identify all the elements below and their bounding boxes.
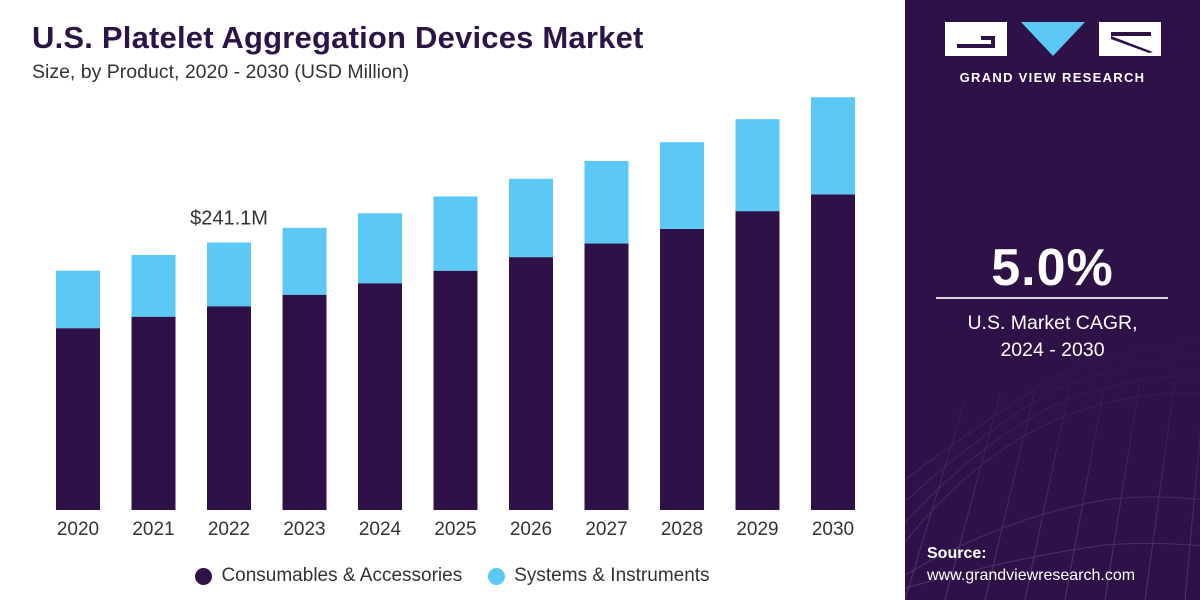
x-tick-label-2028: 2028	[661, 519, 703, 540]
legend-swatch-systems	[488, 567, 506, 585]
bar-2028-consumables	[660, 228, 704, 510]
bar-2025-systems	[433, 196, 478, 271]
x-tick-label-2030: 2030	[812, 519, 854, 540]
cagr-label: U.S. Market CAGR, 2024 - 2030	[905, 310, 1200, 364]
bar-2020-systems	[56, 270, 100, 329]
chart-panel: U.S. Platelet Aggregation Devices Market…	[0, 20, 905, 591]
source-block: Source: www.grandviewresearch.com	[927, 543, 1135, 587]
bar-2027-consumables	[584, 243, 629, 510]
bar-2026-consumables	[509, 257, 553, 510]
info-sidebar: GRAND VIEW RESEARCH 5.0% U.S. Market CAG…	[905, 0, 1200, 600]
brand-name: GRAND VIEW RESEARCH	[959, 70, 1146, 85]
x-tick-label-2023: 2023	[283, 519, 325, 540]
legend-item-consumables: Consumables & Accessories	[195, 565, 462, 587]
chart-legend: Consumables & Accessories Systems & Inst…	[0, 561, 905, 591]
legend-item-systems: Systems & Instruments	[488, 565, 710, 587]
bar-2025-consumables	[433, 270, 478, 510]
legend-label-systems: Systems & Instruments	[514, 565, 710, 586]
bar-2024-consumables	[358, 283, 402, 510]
source-link[interactable]: www.grandviewresearch.com	[927, 567, 1136, 584]
bar-2030-systems	[811, 97, 855, 195]
x-tick-label-2022: 2022	[208, 519, 250, 540]
cagr-value: 5.0%	[991, 239, 1114, 297]
source-label: Source:	[927, 545, 987, 562]
legend-label-consumables: Consumables & Accessories	[221, 565, 463, 586]
bar-2029-systems	[735, 119, 780, 212]
x-tick-label-2026: 2026	[510, 519, 552, 540]
bar-2023-consumables	[282, 294, 327, 510]
legend-swatch-consumables	[195, 567, 213, 585]
cagr-label-line2: 2024 - 2030	[1000, 339, 1105, 361]
bar-2027-systems	[584, 160, 629, 244]
grand-view-research-logo	[945, 22, 1161, 56]
bar-2028-systems	[660, 142, 704, 229]
grid-background	[905, 0, 1200, 600]
bar-2029-consumables	[735, 211, 780, 510]
x-tick-label-2024: 2024	[359, 519, 402, 540]
bar-chart: 2020 2021 $241.1M 2022 2023 2024 2025 2026 2027 2…	[56, 97, 855, 540]
bar-2022-systems	[207, 242, 251, 307]
cagr-label-line1: U.S. Market CAGR,	[967, 312, 1138, 334]
data-label-2022: $241.1M	[190, 207, 268, 229]
bar-2026-systems	[509, 178, 553, 258]
chart-title: U.S. Platelet Aggregation Devices Market	[32, 20, 644, 55]
x-tick-label-2027: 2027	[585, 519, 627, 540]
chart-subtitle: Size, by Product, 2020 - 2030 (USD Milli…	[32, 61, 410, 83]
x-tick-label-2020: 2020	[57, 519, 99, 540]
cagr-divider	[936, 297, 1168, 299]
x-tick-label-2025: 2025	[434, 519, 476, 540]
bar-2020-consumables	[56, 328, 100, 510]
bar-2021-consumables	[131, 316, 176, 510]
bar-2030-consumables	[811, 194, 855, 510]
bar-2021-systems	[131, 255, 176, 317]
bar-2024-systems	[358, 213, 402, 284]
x-tick-label-2029: 2029	[736, 519, 778, 540]
x-tick-label-2021: 2021	[132, 519, 174, 540]
bar-2022-consumables	[207, 306, 251, 510]
bar-2023-systems	[282, 227, 327, 295]
